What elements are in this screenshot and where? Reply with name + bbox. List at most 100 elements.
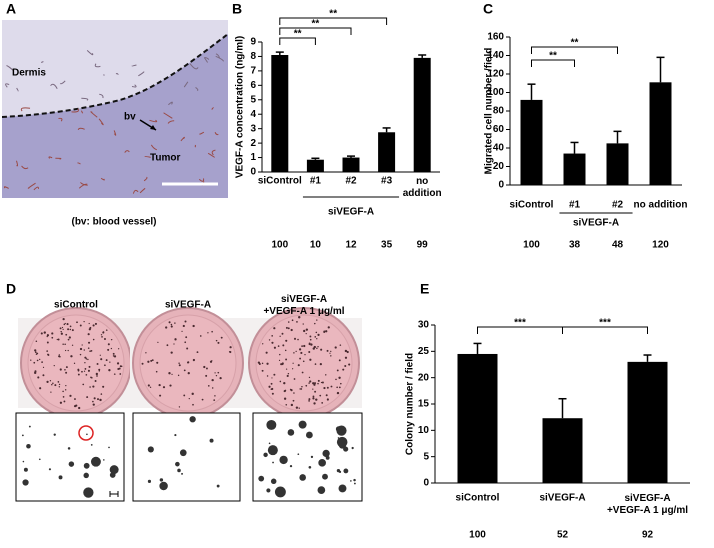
colony-speck [35, 340, 38, 343]
colony-speck [203, 365, 206, 369]
vessel [98, 118, 104, 126]
colony-speck [187, 372, 190, 375]
colony-speck [184, 320, 187, 323]
colony-speck [320, 381, 323, 384]
colony-speck [329, 352, 331, 354]
column-title: siVEGF-A +VEGF-A 1 μg/ml [263, 294, 344, 317]
y-tick-label: 20 [493, 161, 505, 172]
colony-speck [109, 361, 111, 363]
colony-speck [105, 359, 108, 362]
colony-speck [178, 362, 180, 365]
colony-speck [285, 403, 288, 406]
colony-speck [305, 384, 308, 387]
colony-speck [302, 360, 305, 363]
colony-speck [84, 368, 87, 370]
colony-speck [50, 391, 52, 393]
colony-speck [84, 362, 86, 364]
colony-speck [325, 394, 328, 397]
colony-speck [174, 322, 176, 324]
colony-speck [273, 327, 276, 330]
x-tick-label: no addition [634, 200, 688, 211]
y-tick-label: 140 [487, 50, 504, 61]
colony-speck [68, 336, 71, 339]
colony-speck [119, 373, 122, 375]
colony-speck [211, 378, 214, 382]
colony-speck [336, 391, 340, 395]
colony-speck [214, 395, 216, 397]
significance-bracket [279, 27, 352, 35]
y-tick-label: 0 [250, 167, 256, 178]
colony-speck [64, 369, 66, 371]
colony-speck [282, 344, 285, 347]
colony-speck [60, 332, 63, 335]
colony-speck [52, 382, 54, 385]
colony-speck [169, 384, 172, 387]
colony-speck [310, 343, 313, 346]
colony [109, 472, 116, 478]
colony [58, 475, 63, 480]
colony-speck [170, 323, 173, 326]
bar [342, 157, 360, 172]
vessel [211, 149, 216, 156]
vessel [77, 162, 81, 165]
bar [271, 55, 289, 172]
colony-speck [312, 388, 314, 390]
colony-speck [271, 377, 273, 379]
colony-speck [67, 338, 70, 341]
colony-speck [113, 355, 117, 358]
colony [298, 420, 307, 429]
colony-speck [321, 381, 324, 384]
vessel [132, 189, 139, 194]
colony-speck [158, 383, 161, 387]
colony-speck [330, 350, 332, 353]
colony-speck [186, 347, 189, 350]
colony-speck [46, 335, 48, 338]
colony-speck [323, 331, 326, 334]
colony [268, 442, 271, 445]
colony-speck [308, 351, 311, 354]
colony-speck [64, 322, 66, 325]
colony-speck [289, 388, 292, 391]
panel-label: B [232, 1, 242, 17]
colony-speck [69, 394, 72, 397]
histology-image [2, 20, 228, 198]
bar [457, 353, 498, 483]
vessel [99, 93, 104, 99]
colony-speck [326, 386, 329, 389]
colony [68, 461, 75, 467]
colony-speck [314, 390, 317, 393]
vessel [21, 165, 29, 170]
vessel [138, 71, 145, 77]
column-title: siVEGF-A [165, 300, 211, 311]
bar [378, 132, 396, 172]
colony [90, 456, 101, 467]
colony [159, 478, 164, 482]
colony-speck [43, 331, 46, 334]
significance-bracket [279, 37, 316, 45]
colony-speck [336, 386, 338, 389]
colony [297, 453, 300, 456]
colony-speck [61, 326, 64, 329]
colony-speck [65, 384, 67, 387]
colony-speck [87, 333, 90, 336]
colony-speck [77, 370, 80, 372]
colony-speck [327, 326, 330, 329]
vessel [41, 61, 44, 63]
colony-speck [39, 358, 41, 361]
x-tick-label: #1 [569, 200, 581, 211]
colony-speck [321, 402, 324, 404]
vessel [81, 110, 84, 114]
vessel [48, 156, 53, 159]
colony-speck [58, 386, 61, 388]
colony-speck [308, 382, 310, 384]
vessel [207, 152, 215, 158]
vessel [58, 117, 63, 122]
x-tick-label: siControl [456, 493, 500, 504]
colony-speck [292, 368, 294, 370]
colony-speck [102, 331, 105, 333]
relative-value: 48 [612, 240, 624, 251]
colony-speck [83, 320, 85, 323]
boundary [2, 33, 228, 118]
colony [67, 447, 71, 450]
y-tick-label: 4 [250, 109, 256, 120]
